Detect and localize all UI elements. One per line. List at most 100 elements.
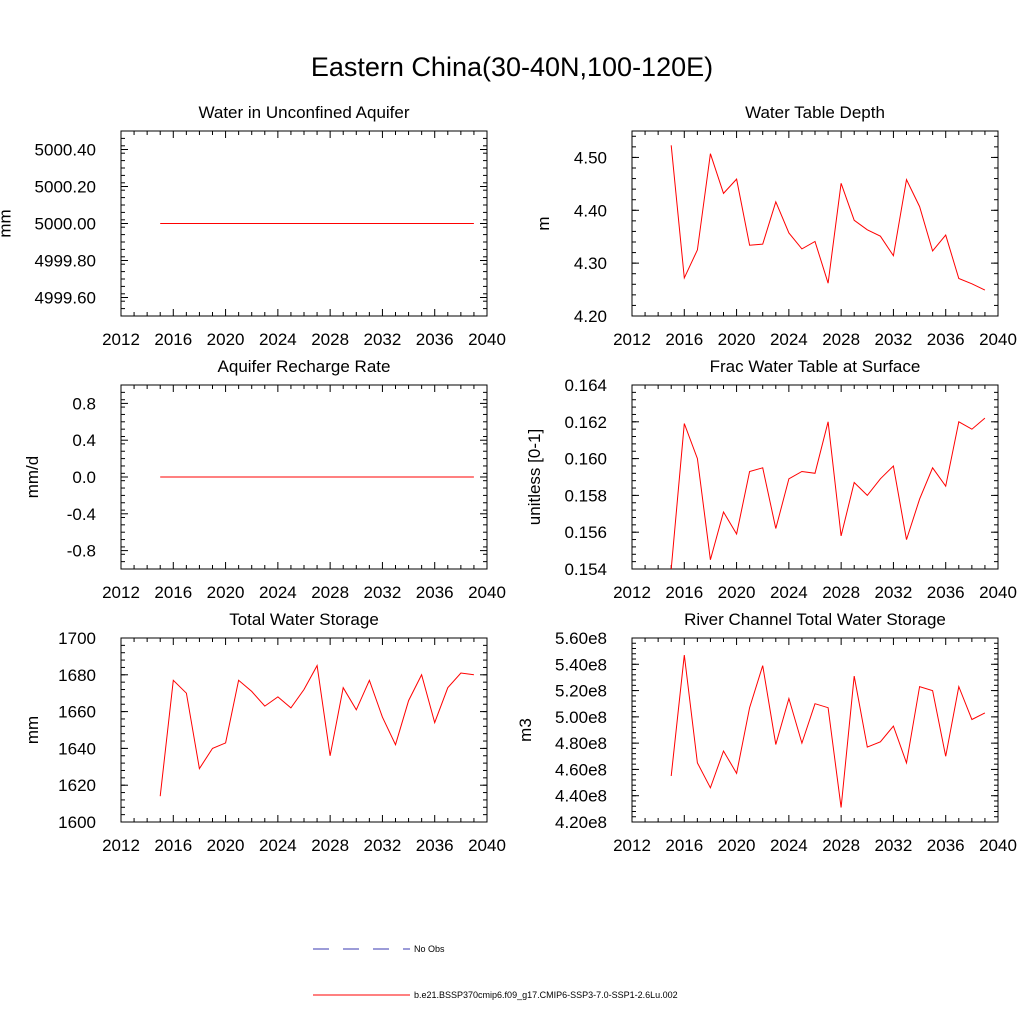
x-tick-label: 2016 bbox=[154, 330, 192, 349]
x-tick-label: 2036 bbox=[416, 583, 454, 602]
y-tick-label: 4999.80 bbox=[35, 252, 96, 271]
x-tick-label: 2024 bbox=[770, 583, 808, 602]
x-tick-label: 2028 bbox=[822, 583, 860, 602]
panel-5: Total Water Storage 2012 2016 2020 2024 2028 2… bbox=[23, 610, 506, 855]
x-tick-label: 2032 bbox=[364, 583, 402, 602]
x-tick-label: 2040 bbox=[979, 330, 1017, 349]
x-tick-label: 2028 bbox=[311, 836, 349, 855]
x-tick-label: 2028 bbox=[311, 330, 349, 349]
x-tick-label: 2040 bbox=[468, 583, 506, 602]
panel-2: Water Table Depth 2012 2016 2020 2024 2028 203… bbox=[534, 103, 1017, 349]
y-tick-label: 4.80e8 bbox=[555, 734, 607, 753]
x-tick-label: 2028 bbox=[311, 583, 349, 602]
y-axis-label: mm bbox=[23, 716, 42, 744]
x-tick-label: 2032 bbox=[364, 836, 402, 855]
x-tick-label: 2024 bbox=[259, 583, 297, 602]
y-tick-label: 0.158 bbox=[564, 486, 607, 505]
y-axis-label: mm bbox=[0, 209, 15, 237]
y-tick-label: 1600 bbox=[58, 813, 96, 832]
x-tick-label: 2040 bbox=[468, 330, 506, 349]
x-tick-label: 2028 bbox=[822, 836, 860, 855]
y-axis-label: m3 bbox=[516, 718, 535, 742]
x-tick-label: 2012 bbox=[102, 836, 140, 855]
series-line-1 bbox=[670, 145, 986, 291]
x-tick-label: 2040 bbox=[979, 583, 1017, 602]
y-tick-label: 0.156 bbox=[564, 523, 607, 542]
y-tick-label: 5.60e8 bbox=[555, 629, 607, 648]
x-tick-label: 2016 bbox=[665, 583, 703, 602]
y-tick-label: 0.4 bbox=[72, 431, 96, 450]
x-tick-label: 2020 bbox=[718, 583, 756, 602]
y-tick-label: 1660 bbox=[58, 703, 96, 722]
x-tick-label: 2020 bbox=[718, 330, 756, 349]
y-tick-label: 5.00e8 bbox=[555, 708, 607, 727]
plot-frame bbox=[631, 130, 999, 317]
panel-6: River Channel Total Water Storage 2012 201… bbox=[516, 610, 1017, 855]
x-tick-label: 2036 bbox=[927, 330, 965, 349]
y-tick-label: -0.4 bbox=[67, 505, 96, 524]
y-axis-label: m bbox=[534, 216, 553, 230]
y-tick-label: 5000.00 bbox=[35, 215, 96, 234]
x-tick-label: 2040 bbox=[468, 836, 506, 855]
plot-frame bbox=[631, 637, 999, 823]
y-tick-label: 0.164 bbox=[564, 376, 607, 395]
y-tick-label: 5.20e8 bbox=[555, 682, 607, 701]
x-tick-label: 2012 bbox=[613, 836, 651, 855]
y-tick-label: 4.20 bbox=[574, 307, 607, 326]
x-tick-label: 2028 bbox=[822, 330, 860, 349]
x-tick-label: 2036 bbox=[927, 836, 965, 855]
y-tick-label: 5000.20 bbox=[35, 178, 96, 197]
y-tick-label: 1640 bbox=[58, 739, 96, 758]
panel-4: Frac Water Table at Surface 2012 2016 2020 2… bbox=[525, 357, 1017, 602]
x-tick-label: 2016 bbox=[665, 330, 703, 349]
panel-title: Aquifer Recharge Rate bbox=[218, 357, 391, 376]
x-tick-label: 2032 bbox=[875, 583, 913, 602]
x-tick-label: 2036 bbox=[416, 330, 454, 349]
y-tick-label: 4.60e8 bbox=[555, 760, 607, 779]
legend-obs-label: No Obs bbox=[414, 944, 445, 954]
x-tick-label: 2016 bbox=[665, 836, 703, 855]
panel-title: Total Water Storage bbox=[229, 610, 379, 629]
y-tick-label: 4.40e8 bbox=[555, 787, 607, 806]
panel-title: Water Table Depth bbox=[745, 103, 885, 122]
x-tick-label: 2040 bbox=[979, 836, 1017, 855]
y-tick-label: 0.0 bbox=[72, 468, 96, 487]
y-tick-label: -0.8 bbox=[67, 542, 96, 561]
y-tick-label: 4999.60 bbox=[35, 289, 96, 308]
x-tick-label: 2012 bbox=[102, 583, 140, 602]
y-axis-label: mm/d bbox=[23, 456, 42, 499]
x-tick-label: 2020 bbox=[207, 836, 245, 855]
plot-frame bbox=[120, 637, 488, 823]
y-tick-label: 0.154 bbox=[564, 560, 607, 579]
x-tick-label: 2036 bbox=[927, 583, 965, 602]
series-line-1 bbox=[670, 417, 986, 570]
y-tick-label: 0.8 bbox=[72, 394, 96, 413]
y-tick-label: 4.30 bbox=[574, 254, 607, 273]
x-tick-label: 2012 bbox=[613, 330, 651, 349]
panel-title: Frac Water Table at Surface bbox=[710, 357, 921, 376]
x-tick-label: 2012 bbox=[613, 583, 651, 602]
panel-3: Aquifer Recharge Rate 2012 2016 2020 2024 202… bbox=[23, 357, 506, 602]
y-axis-label: unitless [0-1] bbox=[525, 429, 544, 525]
y-tick-label: 1680 bbox=[58, 666, 96, 685]
x-tick-label: 2036 bbox=[416, 836, 454, 855]
x-tick-label: 2024 bbox=[259, 330, 297, 349]
y-tick-label: 4.50 bbox=[574, 148, 607, 167]
panel-title: River Channel Total Water Storage bbox=[684, 610, 946, 629]
panel-1: Water in Unconfined Aquifer 2012 2016 2020 2… bbox=[0, 103, 506, 349]
y-tick-label: 4.20e8 bbox=[555, 813, 607, 832]
y-tick-label: 0.160 bbox=[564, 450, 607, 469]
x-tick-label: 2016 bbox=[154, 836, 192, 855]
y-tick-label: 4.40 bbox=[574, 201, 607, 220]
legend-model-label: b.e21.BSSP370cmip6.f09_g17.CMIP6-SSP3-7.… bbox=[414, 990, 678, 1000]
x-tick-label: 2032 bbox=[364, 330, 402, 349]
x-tick-label: 2020 bbox=[207, 330, 245, 349]
x-tick-label: 2024 bbox=[770, 836, 808, 855]
y-tick-label: 5.40e8 bbox=[555, 655, 607, 674]
plot-frame bbox=[631, 384, 999, 570]
y-tick-label: 0.162 bbox=[564, 413, 607, 432]
series-line-1 bbox=[159, 664, 474, 797]
panel-title: Water in Unconfined Aquifer bbox=[198, 103, 409, 122]
series-line-1 bbox=[670, 655, 986, 808]
